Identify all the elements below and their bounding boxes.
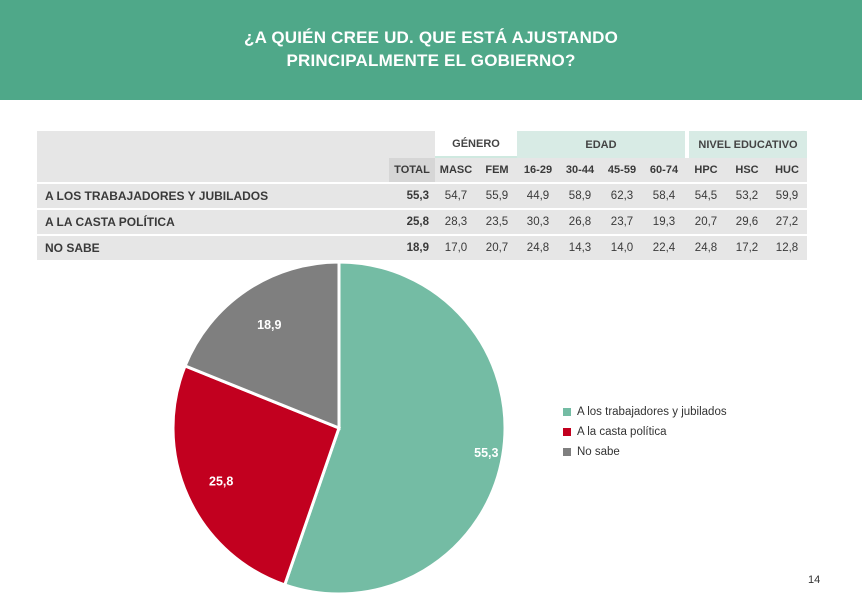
table-cell: 44,9 bbox=[517, 182, 559, 208]
table-row: A LA CASTA POLÍTICA 25,8 28,3 23,5 30,3 … bbox=[37, 208, 807, 234]
legend-item: No sabe bbox=[563, 442, 727, 462]
legend-swatch bbox=[563, 448, 571, 456]
legend-swatch bbox=[563, 428, 571, 436]
group-header-edad: EDAD bbox=[517, 131, 685, 158]
table-cell: 20,7 bbox=[477, 234, 517, 260]
table-cell: 14,3 bbox=[559, 234, 601, 260]
table-cell: 27,2 bbox=[767, 208, 807, 234]
slice-label: 25,8 bbox=[209, 475, 233, 489]
group-header-nivel: NIVEL EDUCATIVO bbox=[685, 131, 807, 158]
col-header-huc: HUC bbox=[767, 158, 807, 182]
legend-label: A la casta política bbox=[577, 426, 667, 438]
col-header-hpc: HPC bbox=[685, 158, 727, 182]
table-cell: 58,9 bbox=[559, 182, 601, 208]
table-cell: 23,7 bbox=[601, 208, 643, 234]
legend-swatch bbox=[563, 408, 571, 416]
title-line-1: ¿A QUIÉN CREE UD. QUE ESTÁ AJUSTANDO bbox=[244, 28, 618, 47]
cell-total: 25,8 bbox=[389, 208, 435, 234]
table-cell: 24,8 bbox=[517, 234, 559, 260]
table-cell: 12,8 bbox=[767, 234, 807, 260]
table-cell: 17,2 bbox=[727, 234, 767, 260]
col-header-hsc: HSC bbox=[727, 158, 767, 182]
table-cell: 23,5 bbox=[477, 208, 517, 234]
legend-label: No sabe bbox=[577, 446, 620, 458]
table-cell: 59,9 bbox=[767, 182, 807, 208]
chart-legend: A los trabajadores y jubilados A la cast… bbox=[563, 402, 727, 462]
col-header-total: TOTAL bbox=[389, 158, 435, 182]
table-cell: 20,7 bbox=[685, 208, 727, 234]
table-cell: 58,4 bbox=[643, 182, 685, 208]
title-line-2: PRINCIPALMENTE EL GOBIERNO? bbox=[286, 51, 576, 70]
table-cell: 54,7 bbox=[435, 182, 477, 208]
table-header-blank bbox=[37, 158, 389, 182]
legend-item: A los trabajadores y jubilados bbox=[563, 402, 727, 422]
table-cell: 30,3 bbox=[517, 208, 559, 234]
row-label: NO SABE bbox=[37, 234, 389, 260]
table-cell: 22,4 bbox=[643, 234, 685, 260]
cell-total: 18,9 bbox=[389, 234, 435, 260]
page-title: ¿A QUIÉN CREE UD. QUE ESTÁ AJUSTANDO PRI… bbox=[0, 26, 862, 72]
col-header-masc: MASC bbox=[435, 158, 477, 182]
header-banner bbox=[0, 0, 862, 100]
table-cell: 55,9 bbox=[477, 182, 517, 208]
table-cell: 62,3 bbox=[601, 182, 643, 208]
results-table: GÉNERO EDAD NIVEL EDUCATIVO TOTAL MASC F… bbox=[37, 131, 807, 260]
group-header-genero: GÉNERO bbox=[435, 131, 517, 158]
table-cell: 14,0 bbox=[601, 234, 643, 260]
table-row: NO SABE 18,9 17,0 20,7 24,8 14,3 14,0 22… bbox=[37, 234, 807, 260]
legend-label: A los trabajadores y jubilados bbox=[577, 406, 727, 418]
col-header-45-59: 45-59 bbox=[601, 158, 643, 182]
table-row: A LOS TRABAJADORES Y JUBILADOS 55,3 54,7… bbox=[37, 182, 807, 208]
row-label: A LOS TRABAJADORES Y JUBILADOS bbox=[37, 182, 389, 208]
table-cell: 54,5 bbox=[685, 182, 727, 208]
table-cell: 17,0 bbox=[435, 234, 477, 260]
page-number: 14 bbox=[808, 574, 821, 586]
col-header-16-29: 16-29 bbox=[517, 158, 559, 182]
col-header-60-74: 60-74 bbox=[643, 158, 685, 182]
col-header-30-44: 30-44 bbox=[559, 158, 601, 182]
pie-slice bbox=[171, 363, 341, 587]
table-cell: 19,3 bbox=[643, 208, 685, 234]
table-corner bbox=[37, 131, 389, 158]
pie-slice bbox=[183, 260, 341, 431]
table-cell: 24,8 bbox=[685, 234, 727, 260]
table-cell: 29,6 bbox=[727, 208, 767, 234]
legend-item: A la casta política bbox=[563, 422, 727, 442]
slice-label: 18,9 bbox=[257, 318, 281, 332]
col-header-fem: FEM bbox=[477, 158, 517, 182]
table-cell: 53,2 bbox=[727, 182, 767, 208]
slice-label: 55,3 bbox=[474, 446, 498, 460]
cell-total: 55,3 bbox=[389, 182, 435, 208]
row-label: A LA CASTA POLÍTICA bbox=[37, 208, 389, 234]
table-cell: 28,3 bbox=[435, 208, 477, 234]
table-cell: 26,8 bbox=[559, 208, 601, 234]
total-group-cell bbox=[389, 131, 435, 158]
